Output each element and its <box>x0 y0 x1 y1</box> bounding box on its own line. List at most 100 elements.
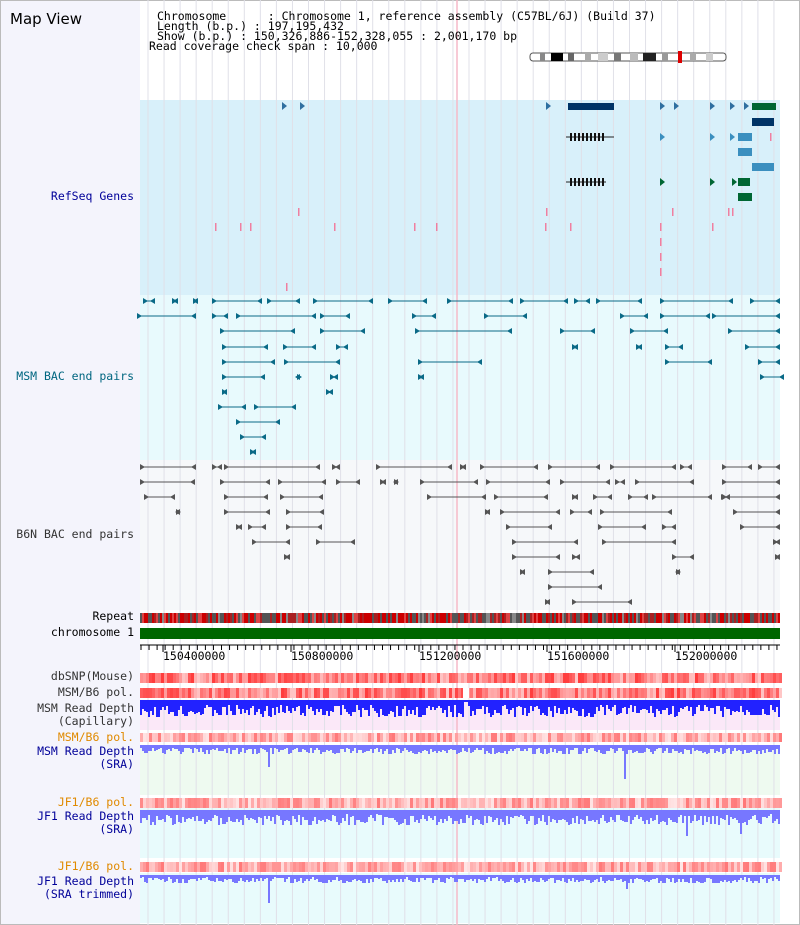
depth-bar <box>604 700 606 715</box>
track-label-jf1-trim[interactable]: JF1 Read Depth <box>37 874 134 888</box>
repeat-stripe <box>606 613 608 623</box>
depth-bar <box>270 745 272 748</box>
heat-cell <box>248 798 251 808</box>
heat-cell <box>281 688 284 698</box>
depth-bar <box>706 810 708 822</box>
depth-bar <box>500 700 502 715</box>
heat-cell <box>503 688 506 698</box>
depth-bar <box>584 700 586 717</box>
depth-bar <box>698 700 700 705</box>
repeat-stripe <box>758 613 760 623</box>
heat-cell <box>329 733 332 742</box>
track-label-msm-bac[interactable]: MSM BAC end pairs <box>16 369 134 383</box>
heat-cell <box>554 798 557 808</box>
depth-bar <box>700 875 702 883</box>
depth-bar <box>486 745 488 751</box>
depth-bar <box>408 700 410 710</box>
repeat-stripe <box>278 613 280 623</box>
depth-bar <box>660 700 662 714</box>
heat-cell <box>254 733 257 742</box>
repeat-stripe <box>192 613 194 623</box>
track-label-jf1-depth[interactable]: JF1 Read Depth <box>37 809 134 823</box>
track-label-dbsnp[interactable]: dbSNP(Mouse) <box>50 669 134 683</box>
heat-cell <box>371 862 374 872</box>
heat-cell <box>425 673 428 683</box>
depth-bar <box>708 700 710 711</box>
track-label-msm-pol-2[interactable]: MSM/B6 pol. <box>57 730 134 744</box>
gene-feature <box>568 103 614 110</box>
depth-bar <box>380 700 382 709</box>
depth-bar <box>654 875 656 879</box>
repeat-stripe <box>566 613 568 623</box>
heat-cell <box>446 798 449 808</box>
heat-cell <box>305 688 308 698</box>
depth-bar <box>318 875 320 882</box>
bac-end-marker <box>140 464 145 470</box>
depth-bar <box>418 875 420 882</box>
heat-cell <box>632 733 635 742</box>
track-label-b6n-bac[interactable]: B6N BAC end pairs <box>16 527 134 541</box>
track-label-jf1-pol-2[interactable]: JF1/B6 pol. <box>57 859 134 873</box>
repeat-stripe <box>568 613 570 623</box>
repeat-stripe <box>558 613 560 623</box>
track-label-msm-pol[interactable]: MSM/B6 pol. <box>57 685 134 699</box>
depth-bar <box>662 745 664 753</box>
heat-cell <box>566 673 569 683</box>
heat-cell <box>704 862 707 872</box>
depth-bar <box>190 700 192 711</box>
depth-bar <box>332 810 334 815</box>
heat-cell <box>353 862 356 872</box>
bac-end-marker <box>355 479 360 485</box>
depth-bar <box>332 700 334 712</box>
repeat-stripe <box>324 613 326 623</box>
heat-cell <box>503 862 506 872</box>
depth-bar <box>506 875 508 882</box>
depth-bar <box>664 700 666 710</box>
heat-cell <box>281 673 284 683</box>
repeat-stripe <box>198 613 200 623</box>
depth-bar <box>236 745 238 748</box>
heat-cell <box>494 733 497 742</box>
heat-cell <box>563 798 566 808</box>
heat-cell <box>188 798 191 808</box>
heat-cell <box>413 733 416 742</box>
heat-cell <box>551 673 554 683</box>
heat-cell <box>293 862 296 872</box>
depth-bar <box>204 810 206 824</box>
depth-bar <box>768 700 770 715</box>
depth-bar <box>770 810 772 814</box>
track-label-chromosome[interactable]: chromosome 1 <box>50 625 134 639</box>
heat-cell <box>203 688 206 698</box>
depth-bar <box>572 810 574 818</box>
gene-feature <box>752 103 776 110</box>
heat-cell <box>209 688 212 698</box>
depth-bar <box>300 745 302 752</box>
heat-cell <box>533 673 536 683</box>
track-label-msm-depth-cap[interactable]: MSM Read Depth <box>37 701 134 715</box>
depth-bar <box>550 810 552 822</box>
depth-bar <box>526 745 528 751</box>
repeat-stripe <box>554 613 556 623</box>
heat-cell <box>620 798 623 808</box>
chromosome-info: Chromosome : Chromosome 1, reference ass… <box>157 9 656 23</box>
heat-cell <box>764 688 767 698</box>
depth-bar <box>346 810 348 814</box>
track-label-msm-depth-sra[interactable]: MSM Read Depth <box>37 744 134 758</box>
repeat-stripe <box>778 613 780 623</box>
depth-bar <box>742 810 744 823</box>
track-label-refseq[interactable]: RefSeq Genes <box>50 189 134 203</box>
track-label-jf1-pol[interactable]: JF1/B6 pol. <box>57 795 134 809</box>
bac-end-marker <box>728 298 733 304</box>
depth-bar <box>398 810 400 825</box>
heat-cell <box>773 733 776 742</box>
heat-cell <box>713 733 716 742</box>
heat-cell <box>704 733 707 742</box>
depth-bar <box>680 810 682 815</box>
depth-bar <box>292 745 294 750</box>
depth-bar <box>390 700 392 711</box>
heat-cell <box>509 862 512 872</box>
depth-bar <box>564 810 566 820</box>
track-label-repeat[interactable]: Repeat <box>92 609 134 623</box>
